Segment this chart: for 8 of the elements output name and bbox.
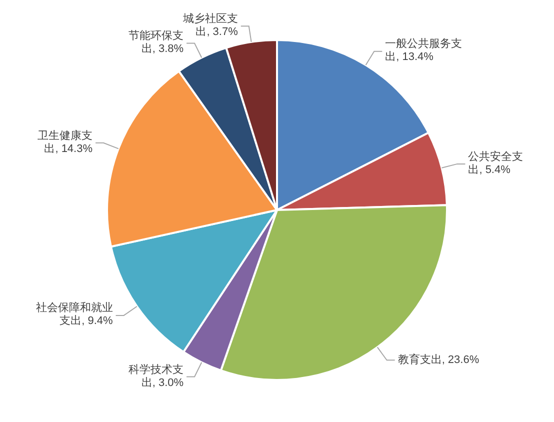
slice-label: 教育支出, 23.6% (398, 354, 480, 367)
slice-label: 科学技术支出, 3.0% (128, 364, 184, 390)
slice-label: 节能环保支出, 3.8% (128, 30, 184, 56)
slice-label: 社会保障和就业支出, 9.4% (34, 302, 113, 328)
slice-label: 卫生健康支出, 14.3% (36, 130, 93, 156)
slice-label: 一般公共服务支出, 13.4% (385, 38, 464, 64)
slice-label: 城乡社区支出, 3.7% (182, 13, 238, 38)
slice-label: 公共安全支出, 5.4% (468, 150, 524, 177)
